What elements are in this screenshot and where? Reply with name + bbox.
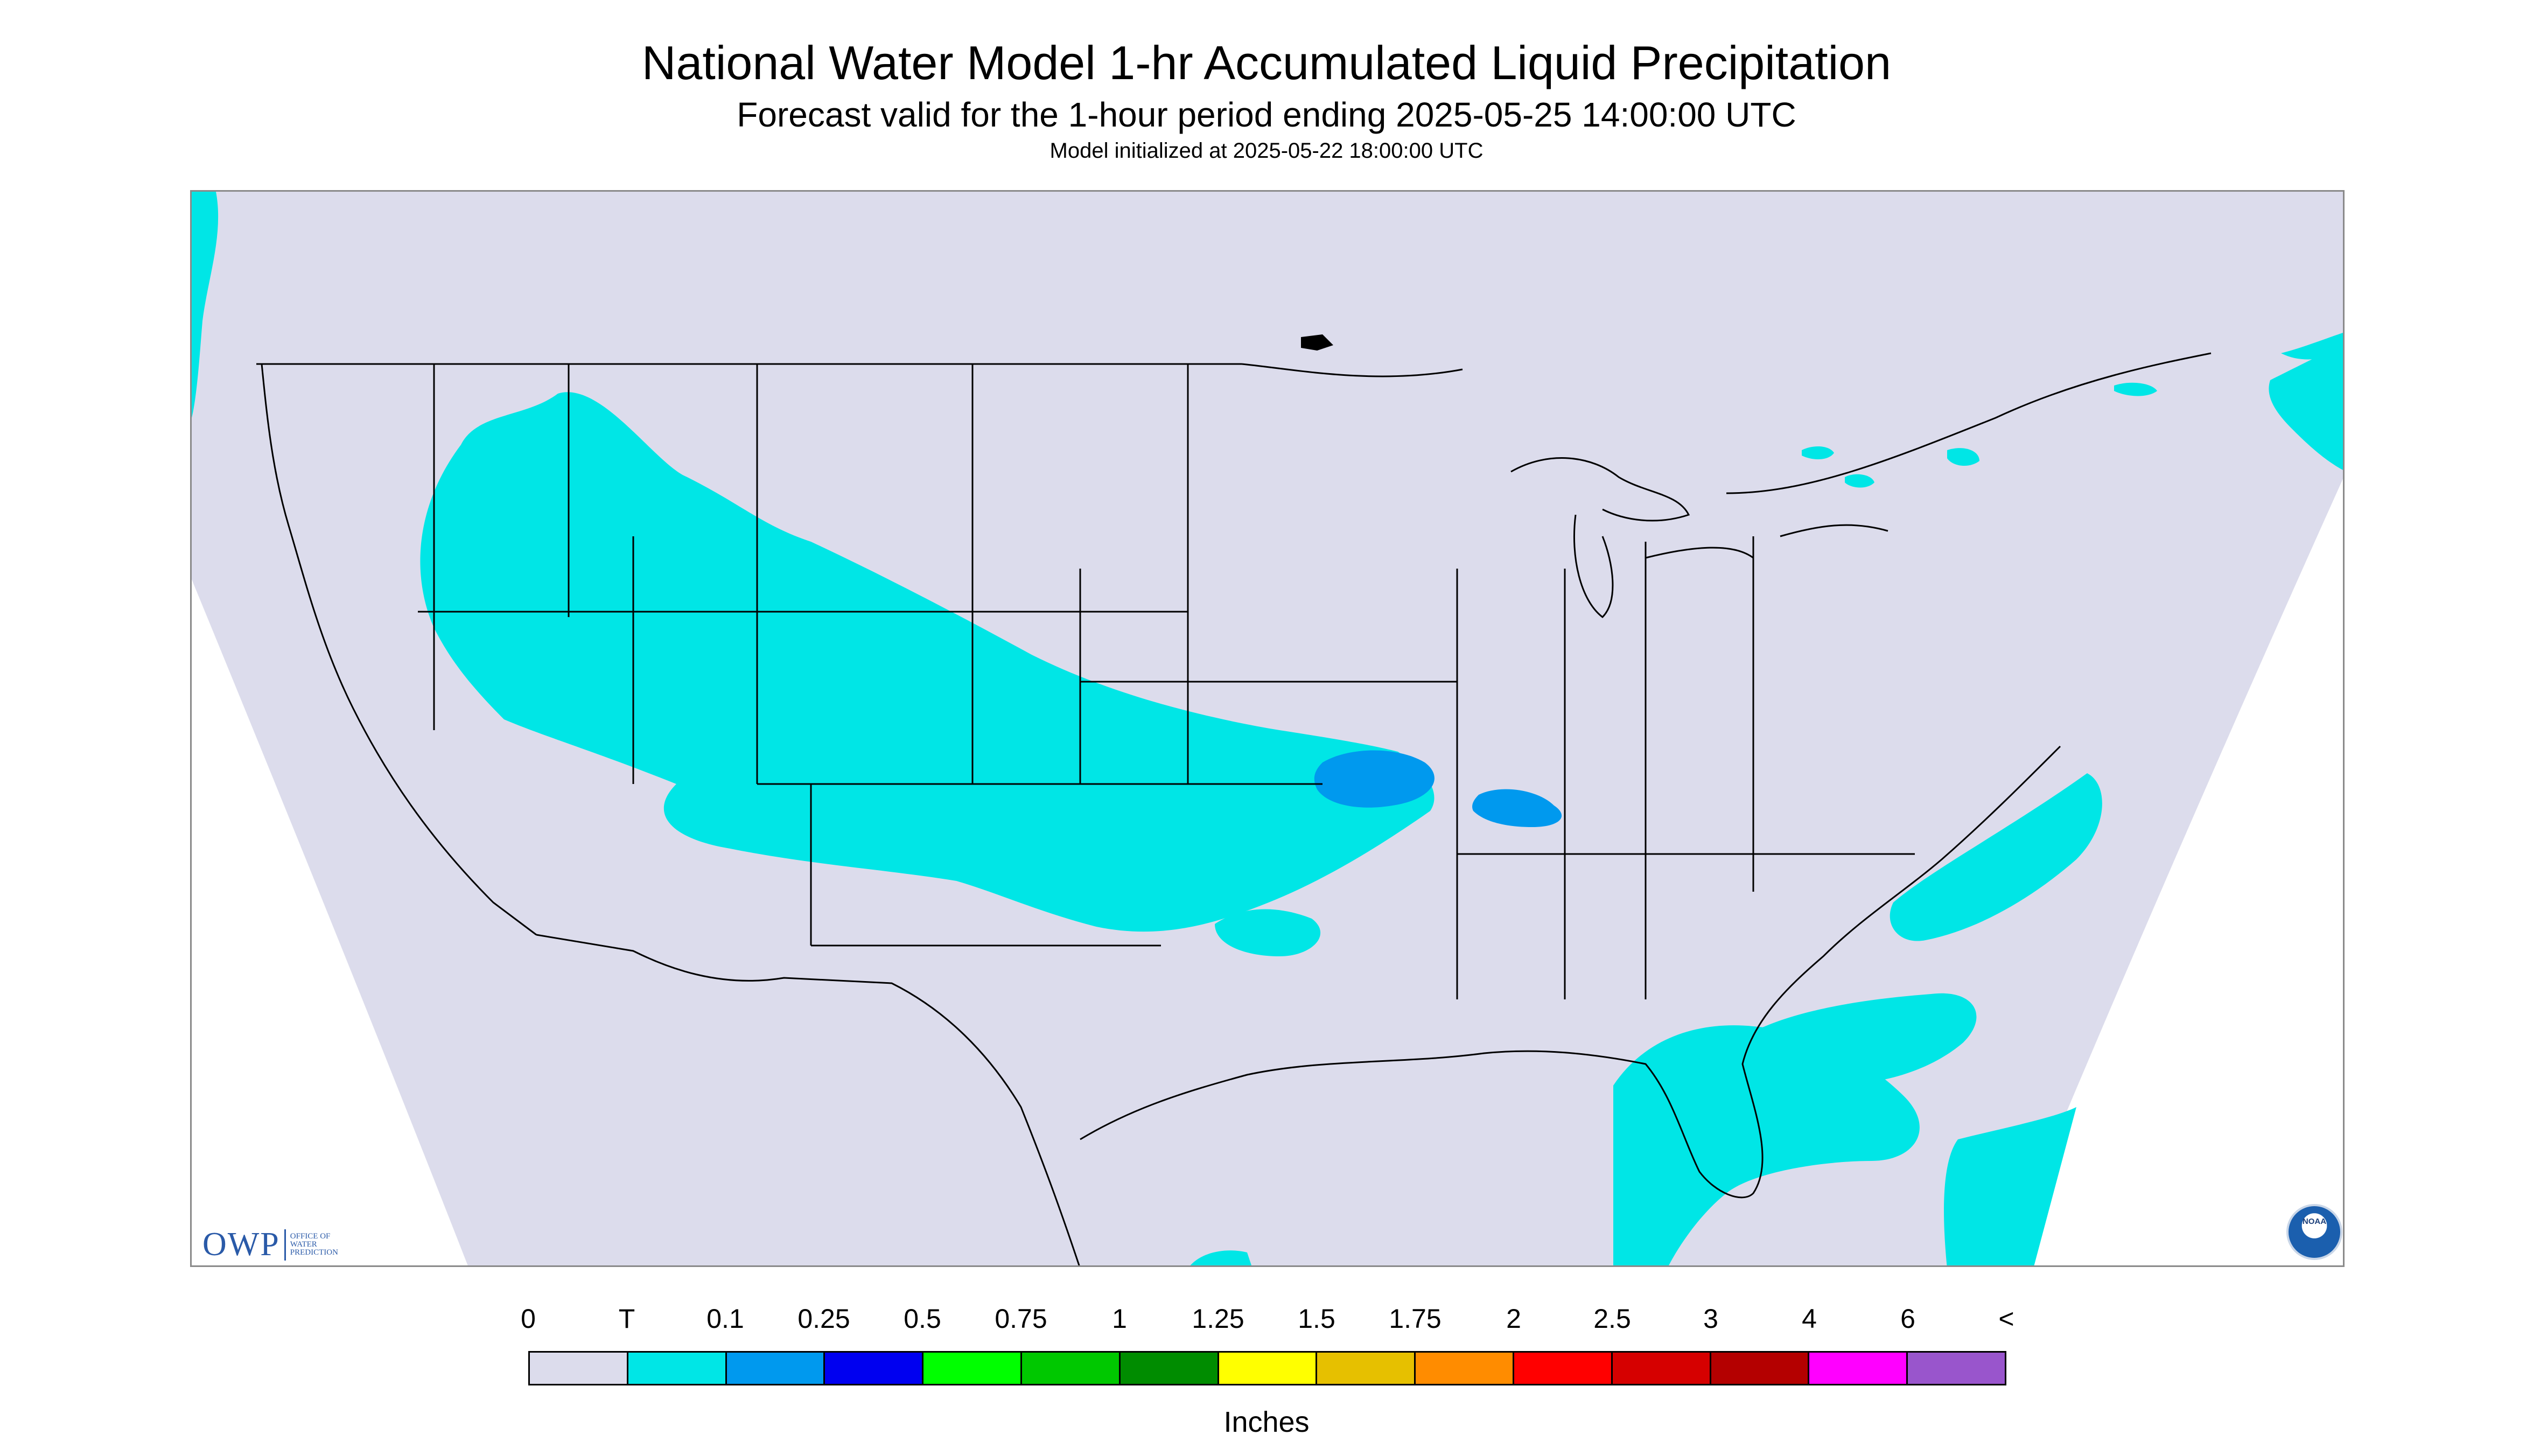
legend-label: 0.1 <box>706 1304 744 1334</box>
legend-label: 0.75 <box>995 1304 1047 1334</box>
map-canvas <box>192 192 2343 1265</box>
legend-swatch <box>628 1353 727 1384</box>
owp-logo: OWP OFFICE OF WATER PREDICTION <box>202 1226 338 1264</box>
precip-light-layer <box>1314 750 1562 827</box>
owp-logo-divider <box>284 1229 286 1261</box>
precipitation-map: OWP OFFICE OF WATER PREDICTION NOAA <box>190 190 2345 1267</box>
legend-swatch <box>1416 1353 1514 1384</box>
legend-label: 1.25 <box>1192 1304 1244 1334</box>
state-and-national-boundaries <box>256 352 2212 1265</box>
legend-units: Inches <box>1223 1406 1310 1438</box>
us-mexico-border <box>536 934 1080 1265</box>
precip-pacific-northwest <box>192 192 219 418</box>
legend-label: 2.5 <box>1593 1304 1631 1334</box>
owp-logo-line-2: WATER <box>290 1240 317 1249</box>
map-subtitle: Forecast valid for the 1-hour period end… <box>737 95 1796 134</box>
legend-label: 1 <box>1112 1304 1127 1334</box>
legend-swatch <box>1514 1353 1613 1384</box>
noaa-logo-text: NOAA <box>2302 1217 2327 1226</box>
legend-swatch <box>1711 1353 1810 1384</box>
precip-gulf-south <box>1190 1250 1251 1265</box>
state-line-east <box>1456 536 1915 999</box>
legend-swatch <box>1612 1353 1711 1384</box>
precip-atlantic-offshore <box>1890 773 2102 941</box>
precip-great-lakes-spot-2 <box>1845 474 1874 488</box>
noaa-logo: NOAA <box>2286 1204 2342 1260</box>
gulf-coastline <box>1080 745 2061 1199</box>
legend-label: 1.5 <box>1298 1304 1335 1334</box>
legend-swatch <box>1908 1353 2005 1384</box>
legend-label: T <box>618 1304 635 1334</box>
domain-mask-left <box>192 579 468 1265</box>
precip-southeast-lobe <box>1215 909 1321 956</box>
legend-label: 3 <box>1703 1304 1718 1334</box>
legend-label: 0.5 <box>904 1304 941 1334</box>
precip-gulf-stream-band <box>1944 1107 2076 1265</box>
legend-label: 6 <box>1900 1304 1915 1334</box>
legend-swatch <box>530 1353 628 1384</box>
legend-color-bar <box>528 1351 2006 1385</box>
legend-label: < <box>1998 1304 2014 1334</box>
model-init-time: Model initialized at 2025-05-22 18:00:00… <box>1049 139 1484 163</box>
lake-markers <box>1301 334 1333 351</box>
legend-label: 0.25 <box>797 1304 850 1334</box>
legend-swatch <box>1317 1353 1416 1384</box>
legend-label: 0 <box>521 1304 536 1334</box>
precip-quebec-spot <box>2114 382 2157 396</box>
state-line-west <box>433 364 1161 947</box>
precip-ontario-spot <box>1947 448 1979 466</box>
legend-label: 2 <box>1506 1304 1521 1334</box>
precip-new-england <box>2269 344 2343 470</box>
legend-labels: 0 T 0.1 0.25 0.5 0.75 1 1.25 1.5 1.75 2 2.5 3 4 6 < <box>0 1303 2533 1335</box>
domain-mask-right <box>2002 479 2343 1265</box>
state-line-rockies <box>568 364 1189 784</box>
owp-logo-line-1: OFFICE OF <box>290 1232 331 1241</box>
lake-of-the-woods <box>1301 334 1333 351</box>
legend-swatch <box>923 1353 1022 1384</box>
precip-trace-layer <box>192 192 2343 1265</box>
owp-logo-text: OFFICE OF WATER PREDICTION <box>290 1233 338 1257</box>
precip-florida-gulf <box>1670 1159 1732 1195</box>
west-coastline <box>261 363 537 936</box>
legend-swatch <box>726 1353 825 1384</box>
owp-logo-mark: OWP <box>202 1226 280 1263</box>
map-title: National Water Model 1-hr Accumulated Li… <box>641 36 1892 89</box>
legend-label: 4 <box>1802 1304 1817 1334</box>
legend-swatch <box>825 1353 924 1384</box>
legend-swatch <box>1120 1353 1219 1384</box>
owp-logo-line-3: PREDICTION <box>290 1248 338 1257</box>
precip-central-band <box>420 392 1435 932</box>
precip-kansas-missouri-core <box>1314 750 1435 808</box>
legend-swatch <box>1219 1353 1318 1384</box>
precip-great-lakes-spot-1 <box>1802 446 1834 459</box>
precip-carolina-offshore <box>1753 993 1977 1086</box>
precip-arkansas-core <box>1472 789 1562 827</box>
precip-atlantic-shelf <box>1613 1025 1920 1265</box>
precip-nova-scotia <box>2281 332 2343 360</box>
canada-us-border <box>256 352 2212 494</box>
legend-swatch <box>1021 1353 1121 1384</box>
great-lakes-outline <box>1510 457 1888 618</box>
legend-swatch <box>1809 1353 1908 1384</box>
legend-label: 1.75 <box>1389 1304 1442 1334</box>
